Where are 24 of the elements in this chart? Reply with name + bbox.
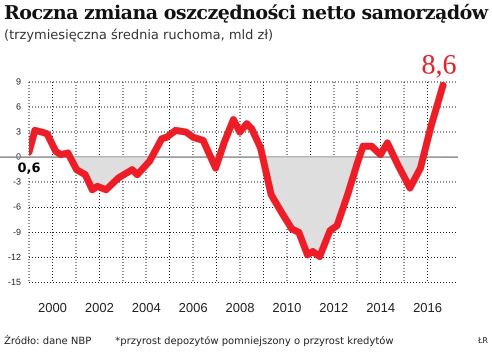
x-tick-label: 2014 <box>366 300 396 315</box>
text: ŁR <box>478 336 488 347</box>
annotation: 8,6 <box>421 49 456 80</box>
annotation: 0,6 <box>17 161 41 176</box>
chart-subtitle: (trzymiesięczna średnia ruchoma, mld zł) <box>4 28 274 43</box>
x-tick-label: 2002 <box>84 300 114 315</box>
x-tick-label: 2006 <box>178 300 208 315</box>
y-tick-label: -9 <box>12 226 22 237</box>
x-tick-label: 2016 <box>413 300 442 315</box>
x-tick-label: 2004 <box>132 300 161 315</box>
y-tick-label: -6 <box>12 202 22 212</box>
y-tick-label: -12 <box>8 252 22 262</box>
x-tick-label: 2010 <box>272 300 302 315</box>
y-tick-label: -15 <box>8 276 22 287</box>
x-tick-label: 2000 <box>38 300 67 315</box>
x-tick-label: 2012 <box>319 300 348 315</box>
text: Źródło: dane NBP <box>4 336 92 347</box>
y-tick-label: 3 <box>16 126 22 137</box>
y-tick-label: 9 <box>16 76 22 86</box>
chart-title: Roczna zmiana oszczędności netto samorządów <box>4 2 488 24</box>
y-tick-label: -3 <box>12 176 22 187</box>
x-tick-label: 2008 <box>226 300 254 315</box>
text: *przyrost depozytów pomniejszony o przyrost kredytów <box>115 336 394 347</box>
y-tick-label: 6 <box>16 102 22 112</box>
